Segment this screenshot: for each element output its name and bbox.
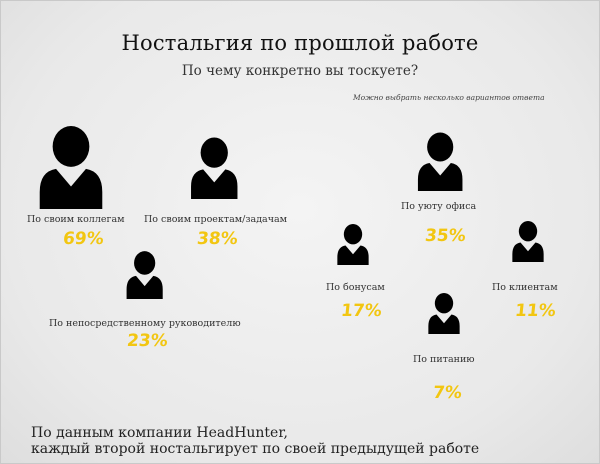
footer-note: По данным компании HeadHunter, каждый вт… — [31, 425, 479, 457]
chart-title: Ностальгия по прошлой работе — [121, 31, 479, 55]
person-icon-clients — [512, 220, 544, 262]
category-label-projects: По своим проектам/задачам — [144, 214, 288, 225]
category-label-manager: По непосредственному руководителю — [49, 318, 241, 329]
category-label-food: По питанию — [413, 354, 475, 365]
person-icon-office — [417, 131, 463, 191]
footer-line-1: По данным компании HeadHunter, — [31, 425, 288, 441]
category-label-bonuses: По бонусам — [326, 282, 385, 293]
value-label-office: 35% — [423, 226, 467, 246]
person-icon-manager — [126, 251, 164, 299]
category-label-colleagues: По своим коллегам — [27, 214, 125, 225]
person-icon-projects — [190, 137, 238, 199]
category-label-office: По уюту офиса — [401, 201, 477, 212]
chart-note: Можно выбрать несколько вариантов ответа — [353, 93, 545, 102]
chart-subtitle: По чему конкретно вы тоскуете? — [181, 63, 419, 79]
value-label-projects: 38% — [195, 229, 239, 249]
person-icon-bonuses — [337, 223, 369, 265]
category-label-clients: По клиентам — [492, 282, 558, 293]
footer-line-2: каждый второй ностальгирует по своей пре… — [31, 441, 480, 457]
person-icon-food — [428, 292, 460, 334]
value-label-food: 7% — [431, 383, 463, 403]
value-label-clients: 11% — [513, 301, 557, 321]
person-icon-colleagues — [39, 126, 103, 209]
value-label-bonuses: 17% — [339, 301, 383, 321]
value-label-colleagues: 69% — [61, 229, 105, 249]
value-label-manager: 23% — [125, 331, 169, 351]
